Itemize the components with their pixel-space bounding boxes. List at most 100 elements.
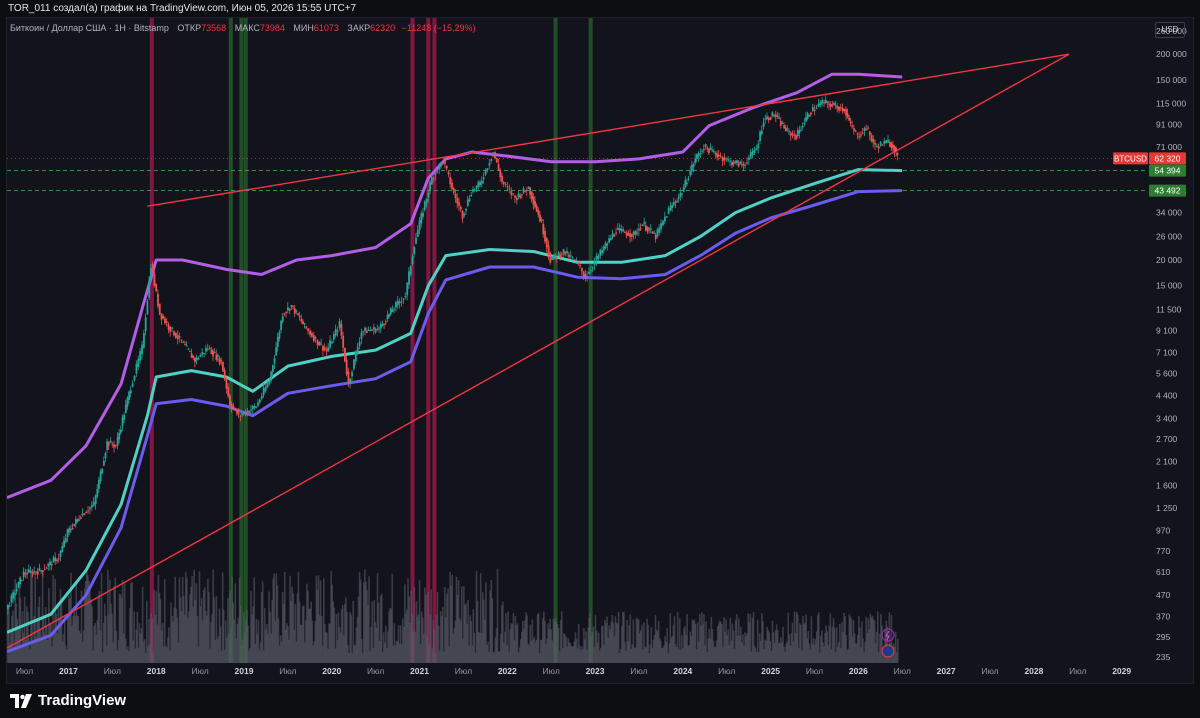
candle-up [101,468,104,474]
volume-bar [119,594,122,663]
candle-up [320,343,323,345]
volume-bar [681,635,683,663]
volume-bar [677,649,680,663]
candle-up [677,196,680,199]
x-tick-label: 2019 [235,666,254,676]
volume-bar [123,583,126,663]
volume-bar [63,615,66,663]
candle-down [384,321,387,323]
candle-up [665,216,668,218]
volume-bar [562,648,564,663]
lower-band-line [7,189,903,654]
volume-bar [704,645,706,663]
volume-bar [196,616,199,663]
volume-bar [190,586,192,663]
candle-down [501,175,503,182]
candle-up [751,150,754,156]
volume-bar [408,596,410,663]
volume-bar [849,616,852,663]
candle-down [85,512,88,514]
candle-up [475,185,478,189]
volume-bar [523,628,525,663]
candle-up [586,276,589,278]
symbol-badge [1113,152,1148,165]
y-tick-label: 15 000 [1156,281,1182,291]
volume-bar [769,641,772,663]
candle-up [616,228,619,230]
x-axis[interactable]: Июл 2017 Июл 2018 Июл 2019 Июл 2020 Июл 2021 Июл 20… [16,666,1131,676]
volume-bar [294,603,297,663]
candle-up [699,153,702,155]
currency-badge[interactable]: USD [1155,22,1185,38]
candle-down [539,214,541,222]
candle-up [70,528,72,531]
volume-bar [367,605,369,663]
candle-up [479,182,481,186]
volume-bar [766,626,768,663]
x-tick-label: 2021 [410,666,429,676]
volume-bar [332,601,335,663]
volume-bar [869,613,872,663]
volume-bar [92,650,94,663]
volume-bar [37,606,40,663]
volume-bar [286,623,288,663]
price-candles [7,95,899,615]
volume-bar [486,645,488,663]
candle-down [158,303,161,315]
candle-up [124,404,127,413]
volume-bar [465,603,467,663]
volume-bar [183,614,186,663]
chart-side-icons[interactable] [881,628,895,658]
volume-bar [861,621,863,663]
volume-bar [64,645,67,663]
volume-bar [587,627,589,663]
volume-bar [531,619,534,663]
flag-icon[interactable] [881,644,895,658]
candle-up [73,523,76,526]
candle-up [604,243,607,248]
volume-bar [661,647,663,663]
currency-label: USD [1161,25,1179,34]
chart-frame[interactable] [6,17,1194,684]
candle-up [255,406,258,408]
volume-bar [812,638,815,663]
volume-bar [532,638,535,663]
symbol-legend: Биткоин / Доллар США · 1H · Bitstamp ОТК… [10,23,476,33]
volume-bar [882,649,884,663]
y-tick-label: 150 000 [1156,75,1187,85]
volume-bar [413,587,416,663]
volume-bar [476,600,479,663]
volume-bar [683,628,685,663]
tradingview-brand[interactable]: TradingView [10,692,126,709]
volume-bar [675,646,678,663]
volume-bar [368,576,370,663]
candle-up [19,577,22,585]
volume-bar [461,638,464,663]
volume-bar [676,612,679,663]
legend-high-label: МАКС [234,23,260,33]
volume-bar [269,611,271,663]
candle-down [288,308,291,311]
candle-up [66,529,69,538]
candle-up [201,351,204,355]
alert-icon[interactable] [881,628,895,642]
candle-down [545,238,548,248]
volume-bar [603,644,605,663]
volume-bar [808,643,811,663]
y-axis[interactable]: 260 000 200 000 150 000 115 000 91 000 71 000… [1156,26,1187,662]
candle-down [615,232,618,234]
volume-bar [591,631,594,663]
candle-up [697,153,700,157]
volume-bar [161,622,164,663]
volume-bar [170,602,172,663]
candle-down [861,132,864,134]
volume-bar [744,632,746,663]
volume-bar [148,619,150,663]
candle-up [620,229,623,231]
volume-bar [423,634,425,663]
volume-bar [369,651,371,663]
volume-bar [619,648,622,663]
candle-up [695,154,698,159]
candle-up [739,161,742,164]
